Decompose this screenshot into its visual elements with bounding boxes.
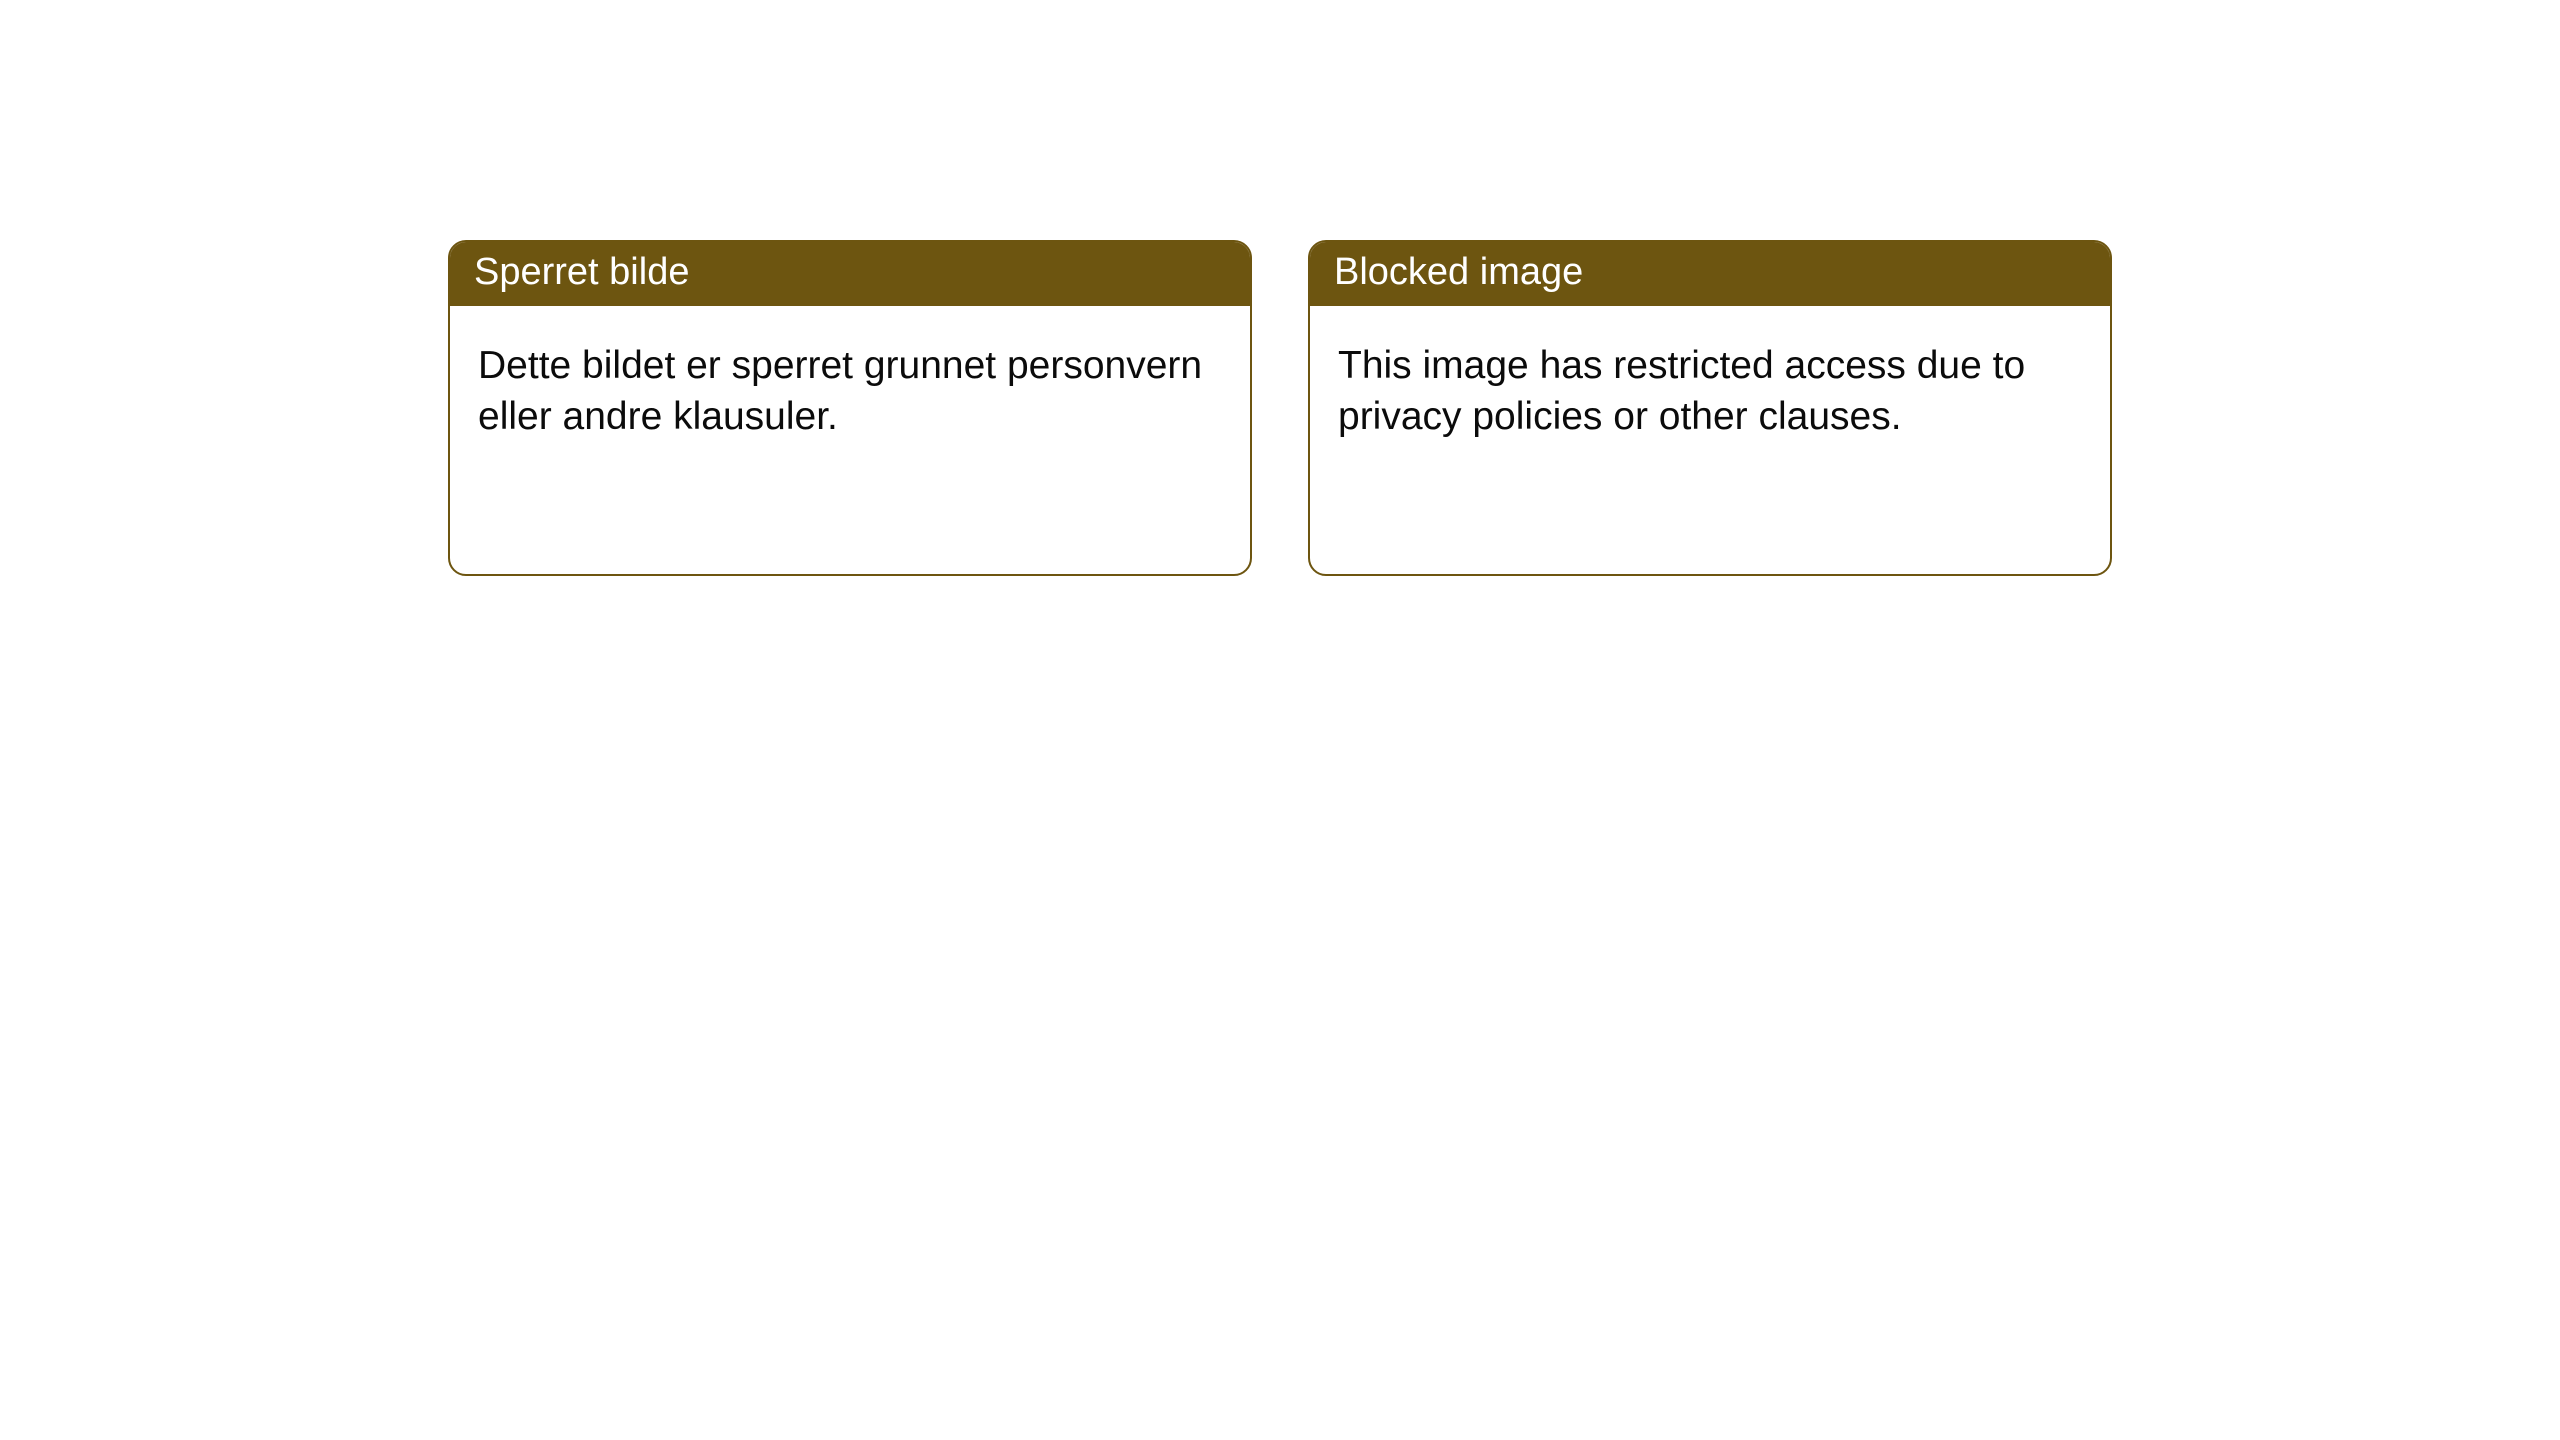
panel-body-en: This image has restricted access due to … [1310, 306, 2110, 471]
notice-container: Sperret bilde Dette bildet er sperret gr… [0, 0, 2560, 576]
panel-header-en: Blocked image [1310, 242, 2110, 306]
blocked-image-panel-en: Blocked image This image has restricted … [1308, 240, 2112, 576]
panel-header-no: Sperret bilde [450, 242, 1250, 306]
panel-body-no: Dette bildet er sperret grunnet personve… [450, 306, 1250, 471]
blocked-image-panel-no: Sperret bilde Dette bildet er sperret gr… [448, 240, 1252, 576]
